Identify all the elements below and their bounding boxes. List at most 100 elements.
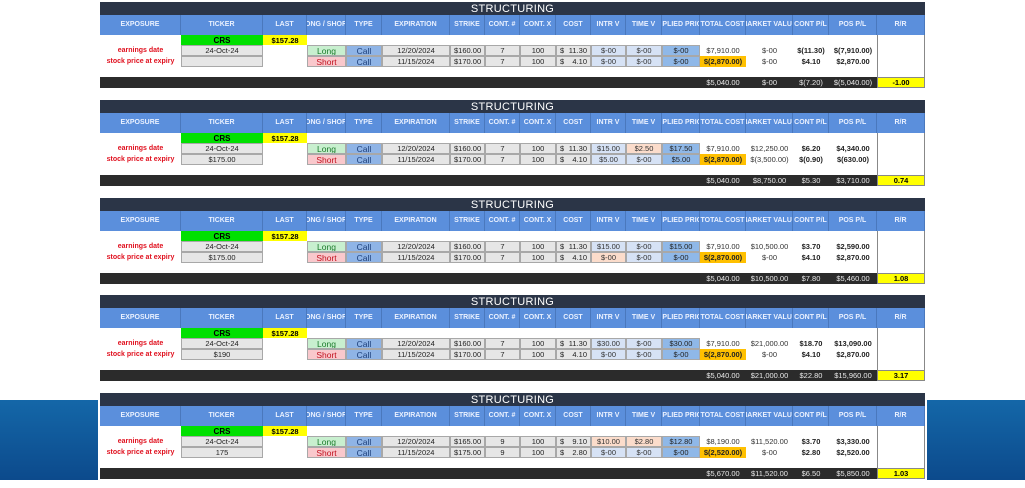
expiry-price-cell[interactable]: 175 xyxy=(181,447,263,458)
expiration-cell[interactable]: 12/20/2024 xyxy=(382,338,450,349)
cost-cell[interactable]: $4.10 xyxy=(556,154,591,165)
cost-cell[interactable]: $11.30 xyxy=(556,241,591,252)
strike-cell[interactable]: $160.00 xyxy=(450,338,485,349)
side-cell[interactable]: Short xyxy=(307,252,346,263)
cont-num-cell[interactable]: 7 xyxy=(485,252,520,263)
ticker-cell[interactable]: CRS xyxy=(181,35,263,45)
strike-cell[interactable]: $170.00 xyxy=(450,252,485,263)
header-strike: STRIKE xyxy=(450,211,485,231)
strike-cell[interactable]: $160.00 xyxy=(450,241,485,252)
cost-cell[interactable]: $4.10 xyxy=(556,252,591,263)
earnings-date-cell[interactable]: 24-Oct-24 xyxy=(181,241,263,252)
total-cost-total: $5,040.00 xyxy=(706,274,740,283)
earnings-date-cell[interactable]: 24-Oct-24 xyxy=(181,143,263,154)
cost-cell[interactable]: $11.30 xyxy=(556,338,591,349)
cont-x-cell[interactable]: 100 xyxy=(520,436,556,447)
cost-cell[interactable]: $9.10 xyxy=(556,436,591,447)
type-cell[interactable]: Call xyxy=(346,447,382,458)
strike-cell[interactable]: $175.00 xyxy=(450,447,485,458)
side-cell[interactable]: Short xyxy=(307,56,346,67)
cost-cell[interactable]: $11.30 xyxy=(556,45,591,56)
cont-x-cell[interactable]: 100 xyxy=(520,338,556,349)
type-cell[interactable]: Call xyxy=(346,241,382,252)
expiration-cell[interactable]: 11/15/2024 xyxy=(382,349,450,360)
strike-cell[interactable]: $165.00 xyxy=(450,436,485,447)
strike-cell[interactable]: $160.00 xyxy=(450,45,485,56)
cont-x-cell[interactable]: 100 xyxy=(520,45,556,56)
side-cell[interactable]: Short xyxy=(307,154,346,165)
cont-num-cell[interactable]: 9 xyxy=(485,436,520,447)
expiration-cell[interactable]: 11/15/2024 xyxy=(382,56,450,67)
cost-cell[interactable]: $4.10 xyxy=(556,349,591,360)
cont-x-cell[interactable]: 100 xyxy=(520,143,556,154)
expiration-cell[interactable]: 11/15/2024 xyxy=(382,447,450,458)
intr-v-cell: $5.00 xyxy=(591,154,626,165)
header-cont-pl: CONT P/L xyxy=(793,15,829,35)
side-cell[interactable]: Long xyxy=(307,436,346,447)
cont-num-cell[interactable]: 7 xyxy=(485,349,520,360)
strike-cell[interactable]: $170.00 xyxy=(450,154,485,165)
total-cost-cell: $7,910.00 xyxy=(706,144,740,153)
cont-x-cell[interactable]: 100 xyxy=(520,252,556,263)
pos-pl-total: $3,710.00 xyxy=(836,176,870,185)
ticker-cell[interactable]: CRS xyxy=(181,328,263,338)
side-cell[interactable]: Long xyxy=(307,241,346,252)
cont-num-cell[interactable]: 7 xyxy=(485,154,520,165)
cont-num-cell[interactable]: 7 xyxy=(485,241,520,252)
earnings-date-cell[interactable]: 24-Oct-24 xyxy=(181,436,263,447)
last-price-cell: $157.28 xyxy=(263,35,307,45)
header-long-short: LONG / SHORT xyxy=(307,406,346,426)
side-cell[interactable]: Short xyxy=(307,447,346,458)
type-cell[interactable]: Call xyxy=(346,436,382,447)
cont-x-cell[interactable]: 100 xyxy=(520,447,556,458)
expiration-cell[interactable]: 12/20/2024 xyxy=(382,241,450,252)
side-cell[interactable]: Long xyxy=(307,338,346,349)
cost-cell[interactable]: $2.80 xyxy=(556,447,591,458)
type-cell[interactable]: Call xyxy=(346,252,382,263)
ticker-cell[interactable]: CRS xyxy=(181,133,263,143)
expiry-price-cell[interactable]: $175.00 xyxy=(181,252,263,263)
header-time-v: TIME V xyxy=(626,308,662,328)
type-cell[interactable]: Call xyxy=(346,154,382,165)
pos-pl-cell: $3,330.00 xyxy=(836,437,870,446)
cont-x-cell[interactable]: 100 xyxy=(520,56,556,67)
cont-num-cell[interactable]: 7 xyxy=(485,45,520,56)
expiry-price-cell[interactable]: $175.00 xyxy=(181,154,263,165)
cont-num-cell[interactable]: 9 xyxy=(485,447,520,458)
earnings-date-cell[interactable]: 24-Oct-24 xyxy=(181,45,263,56)
side-cell[interactable]: Long xyxy=(307,45,346,56)
pos-pl-total: $5,460.00 xyxy=(836,274,870,283)
total-cost-total: $5,040.00 xyxy=(706,78,740,87)
expiry-price-cell[interactable] xyxy=(181,56,263,67)
cont-x-cell[interactable]: 100 xyxy=(520,349,556,360)
type-cell[interactable]: Call xyxy=(346,349,382,360)
type-cell[interactable]: Call xyxy=(346,143,382,154)
cont-x-cell[interactable]: 100 xyxy=(520,241,556,252)
header-cont-pl: CONT P/L xyxy=(793,211,829,231)
expiration-cell[interactable]: 11/15/2024 xyxy=(382,154,450,165)
cont-num-cell[interactable]: 7 xyxy=(485,338,520,349)
expiration-cell[interactable]: 11/15/2024 xyxy=(382,252,450,263)
side-cell[interactable]: Short xyxy=(307,349,346,360)
cost-cell[interactable]: $4.10 xyxy=(556,56,591,67)
type-cell[interactable]: Call xyxy=(346,45,382,56)
expiry-price-cell[interactable]: $190 xyxy=(181,349,263,360)
cost-cell[interactable]: $11.30 xyxy=(556,143,591,154)
side-cell[interactable]: Long xyxy=(307,143,346,154)
strike-cell[interactable]: $170.00 xyxy=(450,349,485,360)
strike-cell[interactable]: $160.00 xyxy=(450,143,485,154)
earnings-date-cell[interactable]: 24-Oct-24 xyxy=(181,338,263,349)
type-cell[interactable]: Call xyxy=(346,56,382,67)
cont-x-cell[interactable]: 100 xyxy=(520,154,556,165)
expiration-cell[interactable]: 12/20/2024 xyxy=(382,45,450,56)
time-v-cell: $-00 xyxy=(626,338,662,349)
ticker-cell[interactable]: CRS xyxy=(181,231,263,241)
type-cell[interactable]: Call xyxy=(346,338,382,349)
cont-num-cell[interactable]: 7 xyxy=(485,143,520,154)
cont-num-cell[interactable]: 7 xyxy=(485,56,520,67)
expiration-cell[interactable]: 12/20/2024 xyxy=(382,143,450,154)
strike-cell[interactable]: $170.00 xyxy=(450,56,485,67)
expiry-price-label: stock price at expiry xyxy=(106,351,175,358)
ticker-cell[interactable]: CRS xyxy=(181,426,263,436)
expiration-cell[interactable]: 12/20/2024 xyxy=(382,436,450,447)
